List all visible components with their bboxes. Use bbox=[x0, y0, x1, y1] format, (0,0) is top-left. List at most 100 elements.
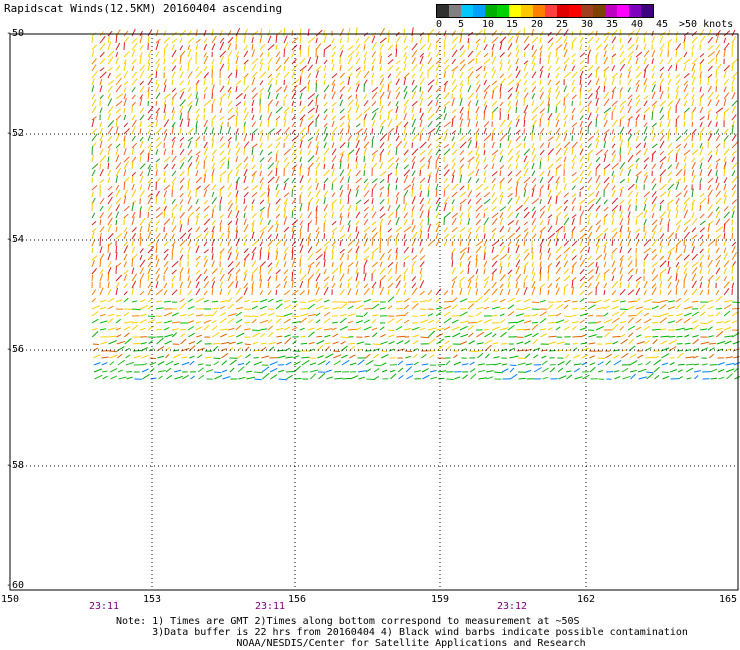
wind-barb bbox=[91, 169, 96, 177]
note-line-3: NOAA/NESDIS/Center for Satellite Applica… bbox=[116, 638, 586, 649]
wind-barb bbox=[267, 234, 272, 240]
wind-barb bbox=[635, 191, 639, 198]
wind-barb bbox=[270, 374, 278, 380]
wind-barb bbox=[651, 163, 657, 170]
wind-barb bbox=[419, 327, 426, 331]
wind-barb bbox=[221, 369, 228, 373]
wind-barb bbox=[555, 267, 562, 275]
wind-barb bbox=[611, 77, 615, 86]
wind-barb bbox=[531, 210, 537, 219]
wind-barb bbox=[683, 289, 688, 296]
wind-barb bbox=[531, 217, 536, 226]
wind-barb bbox=[427, 289, 433, 296]
wind-barb bbox=[315, 70, 319, 79]
wind-barb bbox=[563, 232, 566, 240]
wind-barb bbox=[267, 57, 273, 65]
wind-barb bbox=[555, 277, 561, 282]
wind-barb bbox=[339, 37, 343, 44]
wind-barb bbox=[163, 205, 168, 212]
wind-barb bbox=[187, 211, 195, 219]
wind-barb bbox=[707, 274, 714, 282]
wind-barb bbox=[355, 199, 362, 205]
wind-barb bbox=[693, 355, 699, 359]
wind-barb bbox=[539, 100, 545, 107]
wind-barb bbox=[131, 71, 137, 79]
wind-barb bbox=[483, 288, 491, 296]
wind-barb bbox=[475, 133, 478, 142]
wind-barb bbox=[235, 311, 242, 317]
wind-barb bbox=[724, 335, 734, 338]
wind-barb bbox=[651, 254, 658, 261]
wind-barb bbox=[517, 357, 526, 359]
wind-barb bbox=[371, 100, 377, 107]
wind-barb bbox=[283, 35, 288, 44]
wind-barb bbox=[699, 169, 703, 177]
wind-barb bbox=[203, 299, 209, 303]
wind-barb bbox=[611, 150, 616, 156]
wind-barb bbox=[515, 189, 518, 198]
wind-barb bbox=[516, 341, 524, 345]
lon-label-150: 150 bbox=[0, 594, 20, 605]
wind-barb bbox=[469, 368, 476, 373]
wind-barb bbox=[555, 254, 562, 261]
wind-barb bbox=[548, 341, 556, 345]
wind-barb bbox=[555, 164, 562, 170]
wind-barb bbox=[131, 119, 137, 128]
wind-barb bbox=[179, 65, 183, 72]
wind-barb bbox=[675, 204, 679, 212]
wind-barb bbox=[619, 178, 626, 184]
wind-barb bbox=[662, 375, 670, 380]
wind-barb bbox=[139, 136, 144, 142]
wind-barb bbox=[163, 79, 167, 86]
wind-barb bbox=[331, 142, 335, 149]
wind-barb bbox=[499, 155, 504, 163]
wind-barb bbox=[387, 219, 392, 226]
wind-barb bbox=[707, 177, 714, 184]
wind-barb bbox=[723, 86, 727, 93]
wind-barb bbox=[331, 199, 338, 205]
wind-barb bbox=[619, 92, 621, 100]
wind-barb bbox=[363, 170, 365, 177]
wind-barb bbox=[291, 84, 298, 93]
wind-barb bbox=[267, 219, 271, 226]
wind-barb bbox=[307, 93, 316, 100]
wind-barb bbox=[147, 325, 155, 331]
wind-barb bbox=[539, 205, 546, 212]
wind-barb bbox=[412, 340, 419, 345]
wind-barb bbox=[227, 313, 237, 317]
wind-barb bbox=[627, 154, 634, 163]
wind-barb bbox=[579, 307, 586, 310]
wind-barb bbox=[163, 190, 168, 198]
wind-barb bbox=[155, 163, 158, 170]
wind-barb bbox=[731, 150, 737, 156]
wind-barb bbox=[403, 255, 410, 261]
wind-barb bbox=[307, 299, 317, 303]
wind-barb bbox=[179, 254, 184, 261]
wind-barb bbox=[565, 370, 572, 373]
wind-barb bbox=[260, 333, 266, 338]
wind-barb bbox=[131, 77, 138, 86]
wind-barb bbox=[699, 261, 702, 268]
wind-barb bbox=[251, 318, 257, 324]
wind-barb bbox=[595, 129, 600, 135]
wind-barb bbox=[91, 228, 97, 233]
wind-barb bbox=[195, 245, 200, 254]
wind-barb bbox=[355, 123, 361, 128]
wind-barb bbox=[275, 34, 278, 44]
wind-barb bbox=[291, 44, 298, 51]
wind-barb bbox=[259, 274, 262, 282]
wind-barb bbox=[107, 135, 113, 142]
wind-barb bbox=[603, 91, 609, 100]
wind-barb bbox=[171, 136, 176, 142]
wind-barb bbox=[379, 142, 385, 149]
wind-barb bbox=[547, 163, 554, 170]
wind-barb bbox=[531, 114, 538, 121]
wind-barb bbox=[555, 66, 561, 72]
wind-barb bbox=[451, 199, 455, 205]
wind-barb bbox=[411, 326, 420, 331]
wind-barb bbox=[284, 334, 291, 338]
wind-barb bbox=[491, 149, 499, 156]
wind-barb bbox=[595, 238, 601, 247]
wind-barb bbox=[515, 170, 522, 177]
wind-barb bbox=[108, 350, 118, 353]
